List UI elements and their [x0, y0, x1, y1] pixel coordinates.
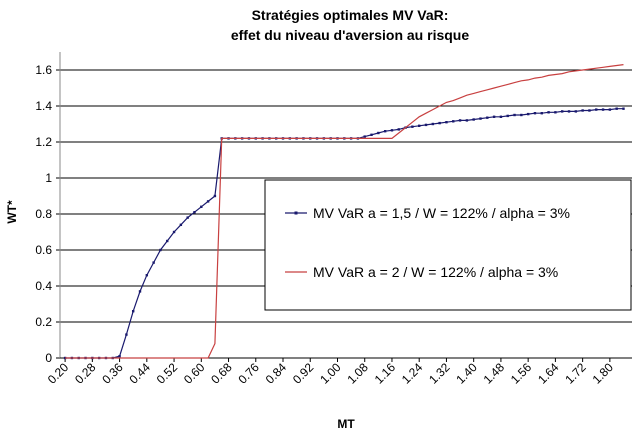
x-tick-label: 1.24 — [399, 360, 426, 387]
x-tick-label: 0.92 — [290, 360, 317, 387]
x-tick-label: 0.68 — [208, 360, 235, 387]
x-tick-label: 1.72 — [562, 360, 589, 387]
series-line — [65, 64, 624, 359]
x-tick-label: 1.64 — [535, 360, 562, 387]
point — [452, 120, 455, 123]
point — [533, 112, 537, 115]
y-tick-label: 0 — [45, 351, 52, 365]
point — [492, 115, 496, 118]
point — [479, 117, 482, 120]
y-tick-label: 1.2 — [35, 135, 52, 149]
y-tick-label: 0.4 — [35, 279, 52, 293]
x-tick-label: 0.36 — [99, 360, 126, 387]
point — [547, 111, 550, 114]
point — [206, 200, 210, 203]
point — [200, 205, 203, 208]
legend-label: MV VaR a = 1,5 / W = 122% / alpha = 3% — [313, 205, 570, 221]
point — [574, 110, 578, 113]
x-tick-label: 0.28 — [72, 360, 99, 387]
point — [363, 135, 366, 138]
legend-label: MV VaR a = 2 / W = 122% / alpha = 3% — [313, 264, 558, 280]
point — [418, 124, 421, 127]
point — [186, 216, 189, 219]
point — [472, 118, 475, 121]
point — [499, 115, 503, 118]
chart-title: Stratégies optimales MV VaR: — [252, 7, 449, 23]
point — [581, 109, 584, 112]
point — [383, 130, 387, 133]
y-tick-label: 1.4 — [35, 99, 52, 113]
point — [424, 123, 428, 127]
point — [125, 333, 128, 336]
point — [132, 310, 135, 313]
y-tick-label: 1 — [45, 171, 52, 185]
point — [526, 112, 530, 116]
point — [179, 223, 183, 226]
legend-marker — [294, 211, 298, 215]
point — [213, 194, 217, 198]
point — [588, 109, 591, 112]
point — [445, 121, 448, 124]
point — [138, 290, 142, 293]
point — [152, 261, 155, 264]
x-tick-label: 1.00 — [317, 360, 344, 387]
point — [397, 128, 400, 131]
x-axis-label: MT — [337, 417, 355, 431]
x-tick-label: 1.80 — [590, 360, 617, 387]
x-tick-label: 0.52 — [154, 360, 181, 387]
y-tick-label: 0.8 — [35, 207, 52, 221]
x-tick-label: 1.56 — [508, 360, 535, 387]
point — [540, 112, 543, 115]
x-tick-label: 1.08 — [344, 360, 371, 387]
point — [411, 125, 414, 128]
point — [615, 107, 618, 110]
point — [145, 274, 149, 277]
point — [601, 108, 605, 111]
x-tick-label: 1.32 — [426, 360, 453, 387]
point — [172, 230, 176, 234]
point — [465, 119, 469, 122]
point — [159, 248, 162, 252]
x-tick-label: 0.84 — [263, 360, 290, 387]
point — [561, 110, 564, 113]
point — [608, 108, 612, 111]
x-tick-label: 0.60 — [181, 360, 208, 387]
point — [567, 110, 571, 113]
point — [554, 111, 557, 114]
point — [506, 114, 509, 118]
point — [520, 113, 523, 117]
point — [377, 131, 380, 135]
x-tick-label: 0.76 — [235, 360, 262, 387]
point — [486, 116, 489, 119]
point — [166, 239, 169, 243]
point — [622, 107, 625, 110]
y-tick-label: 0.6 — [35, 243, 52, 257]
x-tick-label: 1.48 — [481, 360, 508, 387]
point — [370, 133, 373, 136]
y-axis-label: WT* — [5, 200, 19, 224]
legend-box — [264, 179, 632, 311]
x-tick-label: 1.16 — [372, 360, 399, 387]
point — [513, 113, 516, 117]
y-tick-label: 1.6 — [35, 63, 52, 77]
chart-title: effet du niveau d'aversion au risque — [231, 27, 469, 43]
point — [431, 122, 435, 126]
point — [193, 211, 196, 214]
x-tick-label: 1.40 — [453, 360, 480, 387]
point — [118, 355, 121, 358]
point — [438, 121, 441, 125]
point — [390, 129, 394, 132]
point — [458, 119, 462, 122]
x-tick-label: 0.44 — [127, 360, 154, 387]
point — [595, 108, 598, 111]
y-tick-label: 0.2 — [35, 315, 52, 329]
